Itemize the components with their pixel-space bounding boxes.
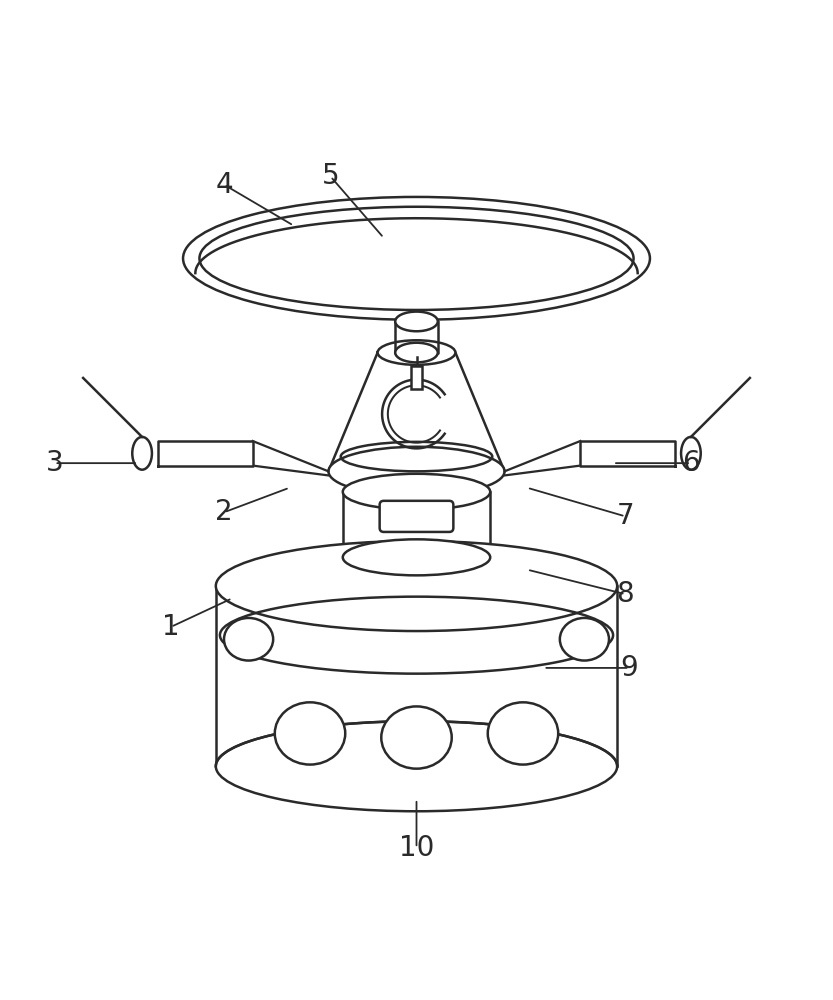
Ellipse shape <box>488 702 558 765</box>
Polygon shape <box>328 353 505 471</box>
Ellipse shape <box>382 706 451 769</box>
Text: 4: 4 <box>215 171 232 199</box>
Text: 6: 6 <box>682 449 700 477</box>
Ellipse shape <box>224 618 273 661</box>
Text: 7: 7 <box>616 502 634 530</box>
Ellipse shape <box>395 343 438 362</box>
Ellipse shape <box>216 721 617 811</box>
Ellipse shape <box>183 197 650 320</box>
Polygon shape <box>343 492 490 557</box>
Polygon shape <box>395 321 438 353</box>
Text: 8: 8 <box>616 580 634 608</box>
Polygon shape <box>581 441 675 466</box>
Ellipse shape <box>681 437 701 470</box>
Ellipse shape <box>343 474 490 510</box>
Ellipse shape <box>132 437 152 470</box>
Text: 2: 2 <box>215 498 232 526</box>
Ellipse shape <box>328 447 505 496</box>
Polygon shape <box>216 586 617 766</box>
Ellipse shape <box>343 539 490 575</box>
Ellipse shape <box>216 541 617 631</box>
Text: 1: 1 <box>162 613 180 641</box>
Text: 3: 3 <box>46 449 63 477</box>
Text: 5: 5 <box>322 162 339 190</box>
Polygon shape <box>158 441 252 466</box>
Ellipse shape <box>275 702 345 765</box>
Ellipse shape <box>560 618 609 661</box>
Bar <box>412 366 421 389</box>
Ellipse shape <box>395 312 438 331</box>
FancyBboxPatch shape <box>380 501 453 532</box>
Text: 9: 9 <box>621 654 638 682</box>
Text: 10: 10 <box>399 834 434 862</box>
Ellipse shape <box>377 340 456 365</box>
